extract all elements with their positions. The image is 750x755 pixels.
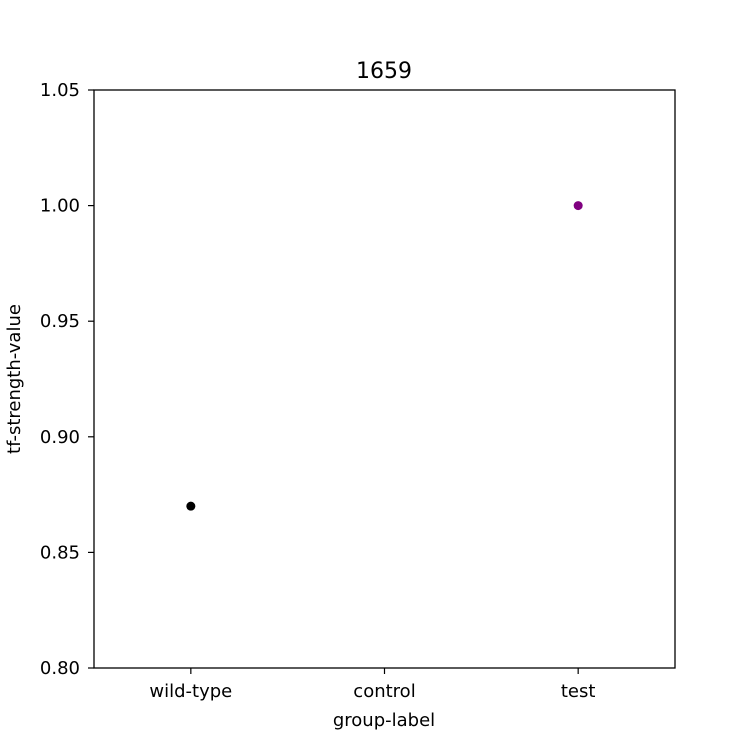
plot-area-frame [93, 89, 676, 669]
y-tick-label: 1.05 [40, 80, 80, 101]
chart-title: 1659 [356, 59, 412, 84]
y-tick-label: 0.80 [40, 658, 80, 679]
y-axis-ticks: 0.80 0.85 0.90 0.95 1.00 1.05 [40, 80, 94, 679]
data-point-test [573, 201, 583, 211]
x-tick-label: control [353, 681, 415, 702]
x-tick-label: test [561, 681, 596, 702]
y-tick-label: 0.90 [40, 427, 80, 448]
y-axis-label: tf-strength-value [4, 304, 25, 454]
x-axis-label: group-label [333, 710, 435, 731]
y-tick-label: 0.95 [40, 311, 80, 332]
x-tick-label: wild-type [149, 681, 232, 702]
data-points [186, 201, 583, 511]
y-tick-label: 1.00 [40, 196, 80, 217]
data-point-wild-type [186, 501, 196, 511]
x-axis-ticks: wild-type control test [149, 668, 595, 702]
y-tick-label: 0.85 [40, 542, 80, 563]
